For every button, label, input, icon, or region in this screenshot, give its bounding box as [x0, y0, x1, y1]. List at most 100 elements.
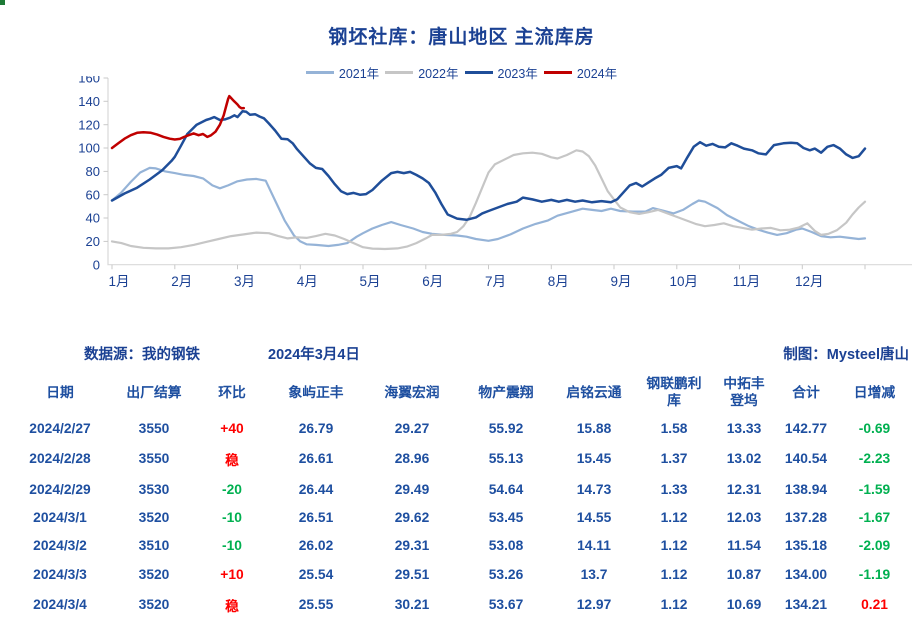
- cell-c5: 1.33: [660, 481, 688, 497]
- cell-chg: +40: [220, 420, 244, 436]
- column-header: 日增减: [853, 384, 896, 400]
- cell-c3: 55.13: [488, 451, 524, 467]
- x-axis-label: 8月: [548, 274, 569, 289]
- table-row: 2024/3/4 3520 稳 25.55 30.21 53.67 12.97 1.12 10.…: [8, 588, 913, 619]
- cell-delta: -1.19: [858, 566, 891, 582]
- cell-c4: 12.97: [576, 597, 612, 613]
- legend-label: 2021年: [338, 67, 380, 81]
- x-axis-label: 10月: [670, 274, 699, 289]
- y-axis-label: 40: [86, 211, 100, 226]
- cell-c5: 1.37: [660, 451, 688, 467]
- cell-c2: 29.51: [394, 566, 430, 582]
- cell-delta: 0.21: [861, 597, 888, 613]
- cell-chg: -10: [222, 510, 242, 526]
- legend-item-2021: 2021年: [305, 63, 380, 82]
- y-axis-label: 160: [78, 76, 100, 86]
- cell-total: 140.54: [784, 451, 828, 467]
- y-axis-label: 0: [93, 257, 100, 272]
- cell-c3: 53.26: [488, 566, 524, 582]
- cell-c2: 29.31: [394, 538, 430, 554]
- x-axis-label: 11月: [733, 274, 761, 289]
- cell-c3: 54.64: [488, 481, 524, 497]
- cell-c6: 12.03: [726, 510, 762, 526]
- x-axis-label: 7月: [485, 274, 506, 289]
- x-axis-label: 5月: [359, 274, 380, 289]
- cell-c1: 25.55: [298, 597, 334, 613]
- cell-date: 2024/3/3: [33, 566, 87, 582]
- cell-c2: 29.62: [394, 510, 430, 526]
- column-header: 中拓丰登坞: [723, 376, 765, 408]
- data-source-label: 数据源：我的钢铁: [84, 347, 200, 363]
- cell-c2: 30.21: [394, 597, 430, 613]
- cell-delta: -1.67: [858, 510, 891, 526]
- cell-c4: 14.55: [576, 510, 612, 526]
- cell-c6: 13.33: [726, 420, 762, 436]
- cell-total: 134.21: [784, 597, 828, 613]
- cell-date: 2024/3/4: [33, 597, 87, 613]
- column-header: 钢联鹏利库: [646, 376, 702, 408]
- report-date-label: 2024年3月4日: [268, 347, 360, 363]
- legend-swatch-icon: [305, 71, 334, 74]
- cell-c1: 26.61: [298, 451, 334, 467]
- x-axis-label: 4月: [297, 274, 318, 289]
- y-axis-label: 60: [86, 187, 100, 202]
- legend-swatch-icon: [464, 71, 493, 74]
- cell-total: 137.28: [784, 510, 828, 526]
- line-2023: [110, 110, 867, 222]
- cell-c6: 10.87: [726, 566, 762, 582]
- cell-c4: 14.73: [576, 481, 612, 497]
- cell-c1: 26.51: [298, 510, 334, 526]
- cell-c1: 26.02: [298, 538, 334, 554]
- cell-price: 3520: [138, 510, 170, 526]
- legend-label: 2024年: [576, 67, 618, 81]
- cell-c3: 53.67: [488, 597, 524, 613]
- y-axis-label: 20: [86, 234, 100, 249]
- cell-delta: -0.69: [858, 420, 891, 436]
- cell-price: 3530: [138, 481, 170, 497]
- credit-label: 制图：Mysteel唐山: [783, 347, 909, 363]
- cell-date: 2024/2/29: [29, 481, 91, 497]
- cell-chg: -20: [222, 481, 242, 497]
- legend-swatch-icon: [385, 71, 414, 74]
- table-row: 2024/3/3 3520 +10 25.54 29.51 53.26 13.7 1.12 10…: [8, 560, 913, 588]
- cell-c3: 53.45: [488, 510, 524, 526]
- cell-c5: 1.12: [660, 566, 688, 582]
- cell-c1: 25.54: [298, 566, 334, 582]
- cell-delta: -2.09: [858, 538, 891, 554]
- cell-c2: 29.49: [394, 481, 430, 497]
- column-header: 合计: [792, 384, 820, 400]
- cell-c3: 55.92: [488, 420, 524, 436]
- line-2022: [110, 149, 867, 251]
- y-axis-label: 140: [78, 94, 100, 109]
- legend-item-2023: 2023年: [464, 63, 538, 82]
- cell-delta: -2.23: [858, 451, 891, 467]
- cell-c2: 29.27: [394, 420, 430, 436]
- cell-total: 135.18: [784, 538, 828, 554]
- cell-total: 134.00: [784, 566, 828, 582]
- cell-c2: 28.96: [394, 451, 430, 467]
- x-axis-label: 2月: [171, 274, 192, 289]
- cell-price: 3510: [138, 538, 170, 554]
- line-2024: [110, 94, 246, 150]
- y-axis-label: 80: [86, 164, 100, 179]
- axis-lines: [107, 78, 912, 266]
- cell-price: 3550: [138, 420, 170, 436]
- x-axis-label: 6月: [422, 274, 443, 289]
- cell-price: 3520: [138, 566, 170, 582]
- column-header: 启铭云通: [566, 384, 622, 400]
- cell-date: 2024/3/1: [33, 510, 87, 526]
- cell-c5: 1.58: [660, 420, 688, 436]
- column-header: 出厂结算: [126, 384, 182, 400]
- column-header: 海翼宏润: [384, 384, 440, 400]
- table-row: 2024/2/29 3530 -20 26.44 29.49 54.64 14.73 1.33…: [8, 475, 913, 503]
- cell-chg: 稳: [225, 452, 239, 468]
- column-header: 象屿正丰: [288, 384, 344, 400]
- cell-chg: -10: [222, 538, 242, 554]
- cell-chg: 稳: [225, 598, 239, 614]
- x-axis-label: 3月: [234, 274, 255, 289]
- x-axis-label: 1月: [108, 274, 129, 289]
- cell-c1: 26.44: [298, 481, 334, 497]
- cell-c6: 12.31: [726, 481, 762, 497]
- cell-delta: -1.59: [858, 481, 891, 497]
- cell-price: 3550: [138, 451, 170, 467]
